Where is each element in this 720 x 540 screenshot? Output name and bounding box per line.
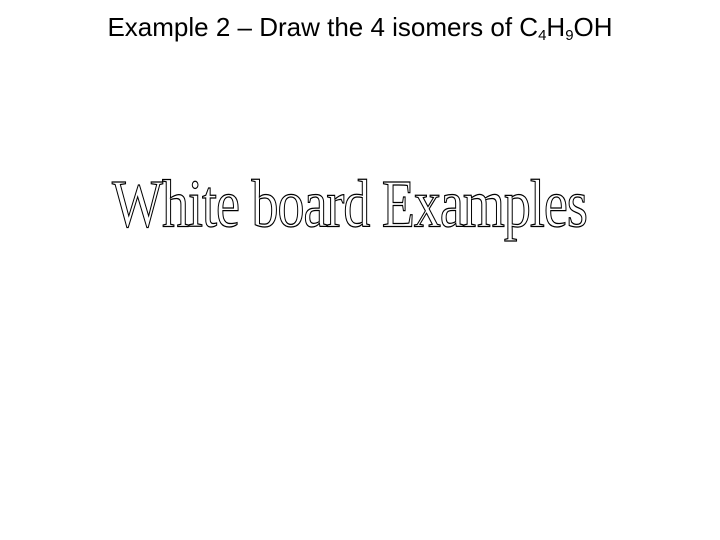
title-mid: H — [546, 12, 565, 42]
wordart-heading: White board Examples — [112, 165, 587, 243]
title-prefix: Example 2 – Draw the 4 isomers of C — [107, 12, 538, 42]
slide: Example 2 – Draw the 4 isomers of C4H9OH… — [0, 0, 720, 540]
page-title: Example 2 – Draw the 4 isomers of C4H9OH — [0, 12, 720, 43]
title-suffix: OH — [574, 12, 613, 42]
title-sub2: 9 — [565, 27, 573, 44]
